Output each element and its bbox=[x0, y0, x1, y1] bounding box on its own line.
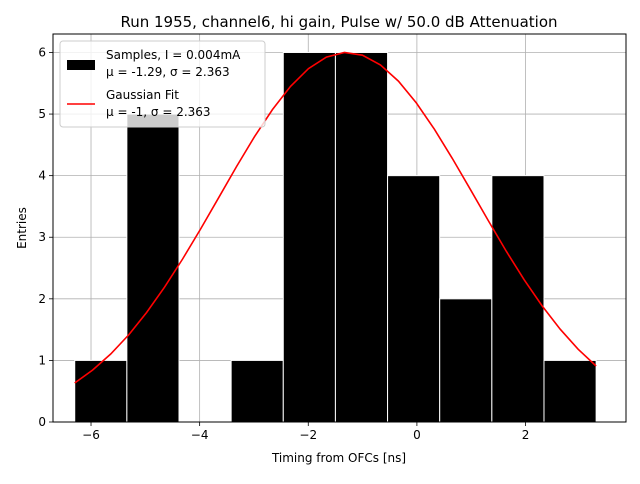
y-axis-ticks: 0 1 2 3 4 5 6 bbox=[38, 45, 53, 429]
chart-title: Run 1955, channel6, hi gain, Pulse w/ 50… bbox=[120, 13, 557, 31]
y-tick-label: 4 bbox=[38, 169, 46, 183]
y-tick-label: 2 bbox=[38, 292, 46, 306]
legend-fit-stats: μ = -1, σ = 2.363 bbox=[106, 105, 211, 119]
legend-samples-swatch bbox=[67, 60, 95, 70]
histogram-bar bbox=[491, 175, 545, 423]
x-tick-label: −2 bbox=[299, 428, 317, 442]
y-axis-label: Entries bbox=[15, 207, 29, 249]
histogram-bar bbox=[230, 359, 284, 423]
gaussian-fit-layer bbox=[74, 51, 597, 384]
y-tick-label: 1 bbox=[38, 353, 46, 367]
x-axis-ticks: −6 −4 −2 0 2 bbox=[82, 422, 529, 442]
plot-frame bbox=[52, 33, 627, 423]
histogram-bar bbox=[74, 359, 128, 423]
legend-samples-stats: μ = -1.29, σ = 2.363 bbox=[106, 65, 230, 79]
y-tick-label: 6 bbox=[38, 45, 46, 59]
gaussian-fit-line bbox=[74, 51, 597, 384]
y-tick-label: 0 bbox=[38, 415, 46, 429]
histogram-bar bbox=[126, 113, 180, 423]
y-tick-label: 3 bbox=[38, 230, 46, 244]
legend-fit-label: Gaussian Fit bbox=[106, 88, 179, 102]
x-tick-label: −4 bbox=[191, 428, 209, 442]
x-tick-label: −6 bbox=[82, 428, 100, 442]
histogram-bar bbox=[282, 51, 336, 423]
legend-box bbox=[59, 40, 266, 128]
x-tick-label: 2 bbox=[522, 428, 530, 442]
histogram-bar bbox=[543, 359, 597, 423]
x-axis-label: Timing from OFCs [ns] bbox=[271, 451, 406, 465]
histogram-bar bbox=[439, 298, 493, 423]
legend-samples-label: Samples, I = 0.004mA bbox=[106, 48, 241, 62]
histogram-bar bbox=[334, 51, 389, 423]
histogram-bars bbox=[74, 51, 597, 423]
y-tick-label: 5 bbox=[38, 107, 46, 121]
histogram-bar bbox=[387, 175, 441, 423]
legend: Samples, I = 0.004mA μ = -1.29, σ = 2.36… bbox=[59, 40, 266, 128]
x-tick-label: 0 bbox=[413, 428, 421, 442]
